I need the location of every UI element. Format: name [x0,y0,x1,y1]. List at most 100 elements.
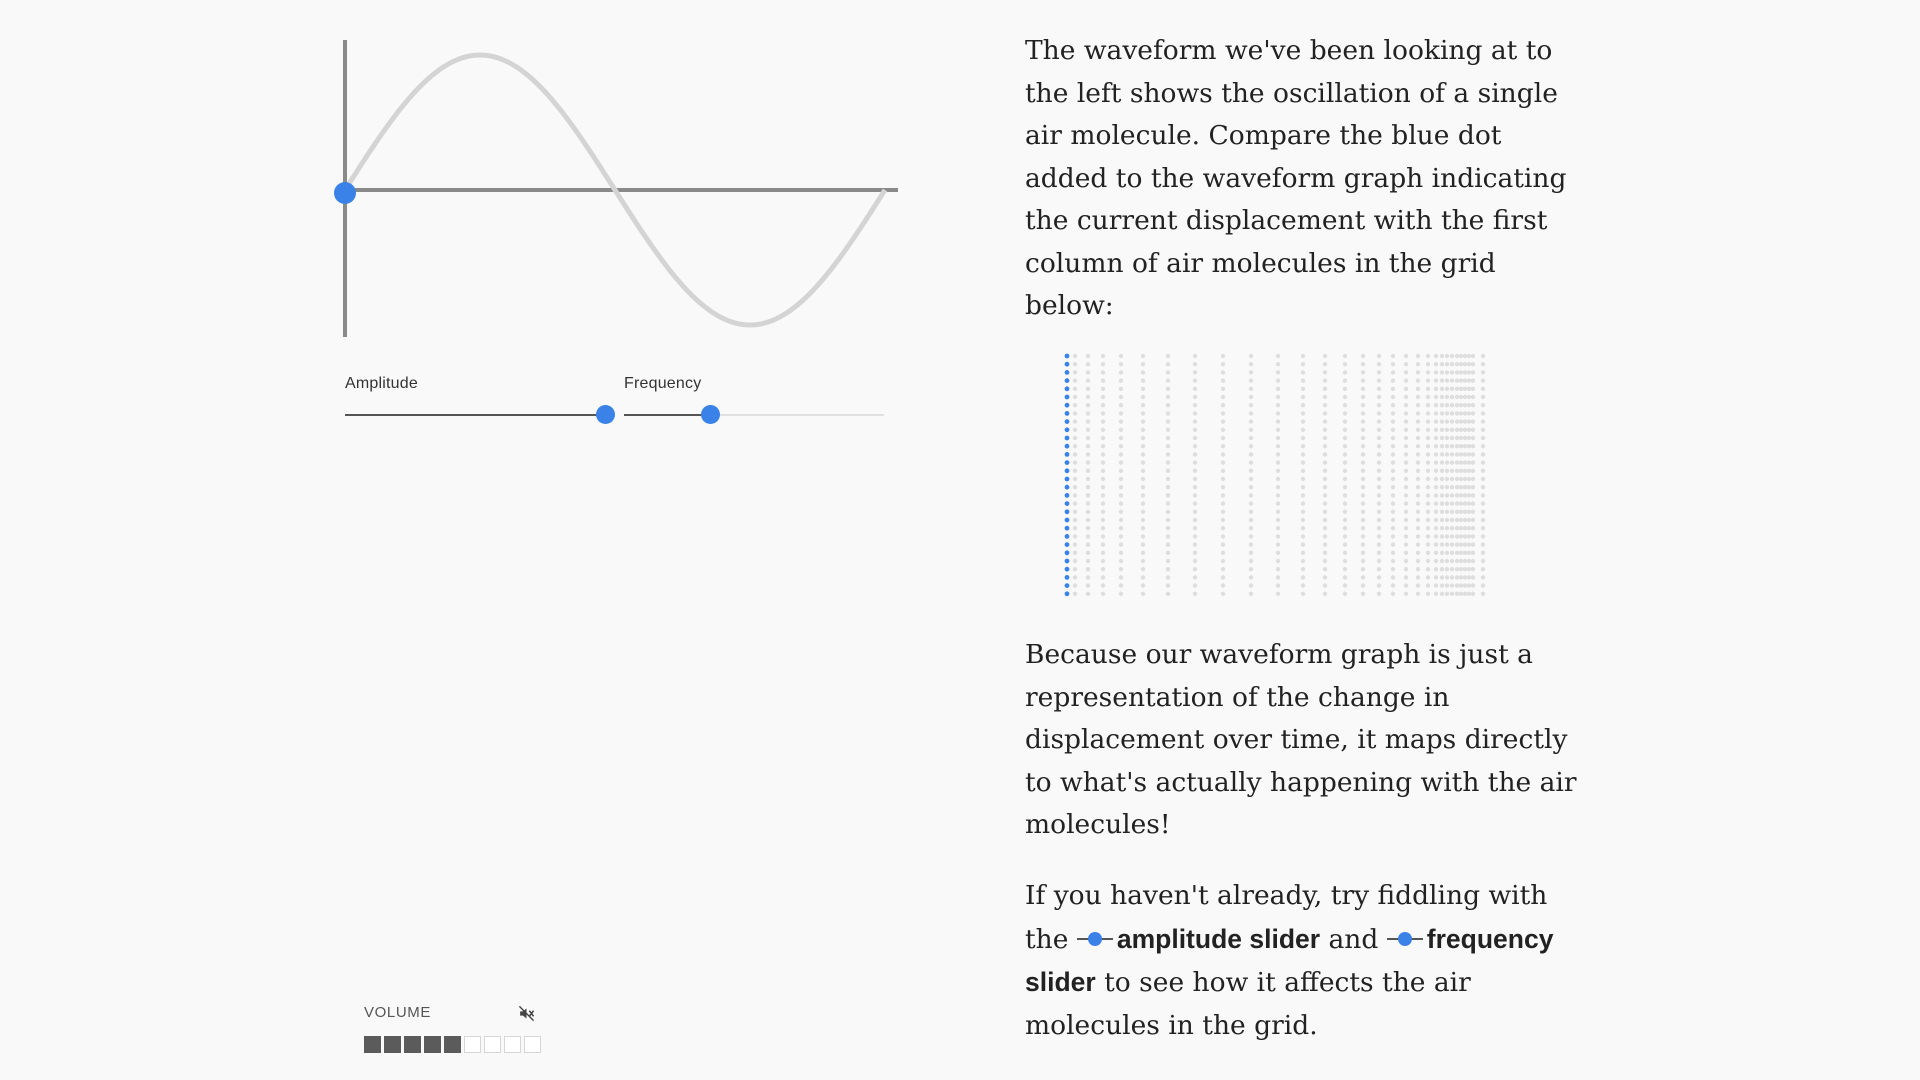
air-molecule [1425,362,1431,367]
air-molecule [1248,583,1254,588]
volume-segment[interactable] [384,1036,401,1053]
air-molecule [1480,493,1486,498]
air-molecule [1458,362,1464,367]
air-molecule [1449,362,1455,367]
air-molecule [1360,558,1366,564]
air-molecule [1449,403,1455,408]
air-molecule [1140,427,1146,432]
air-molecule [1192,435,1198,441]
frequency-label: Frequency [624,375,702,392]
air-molecule [1376,542,1382,547]
air-molecule [1433,542,1439,547]
volume-segment[interactable] [504,1036,521,1053]
air-molecule [1454,526,1460,531]
air-molecule [1425,550,1431,555]
air-molecule [1439,386,1445,391]
air-molecule [1220,452,1226,457]
air-molecule [1360,411,1366,416]
speaker-muted-icon[interactable] [518,1005,535,1022]
air-molecule [1192,493,1198,498]
amplitude-slider-link[interactable]: amplitude slider [1116,923,1321,954]
air-molecule [1433,501,1439,506]
air-molecule [1454,362,1460,367]
air-molecule [1458,526,1464,531]
air-molecule [1480,509,1486,514]
frequency-slider-link[interactable]: frequency slider [1025,923,1554,998]
air-molecule [1462,370,1468,375]
air-molecule [1220,526,1226,531]
air-molecule [1439,526,1445,531]
air-molecule [1458,419,1464,424]
frequency-slider-thumb[interactable] [701,405,720,424]
volume-segment[interactable] [484,1036,501,1053]
air-molecule [1118,550,1124,555]
air-molecule [1072,452,1078,457]
air-molecule [1439,591,1445,596]
air-molecule [1118,542,1124,547]
volume-segment[interactable] [424,1036,441,1053]
air-molecule [1085,542,1091,547]
air-molecule [1248,435,1254,441]
volume-segment[interactable] [524,1036,541,1053]
air-molecule [1466,583,1472,588]
air-molecule [1192,353,1198,359]
air-molecule [1415,526,1421,531]
air-molecule [1444,501,1450,506]
air-molecule [1360,476,1366,482]
air-molecule [1433,485,1439,490]
air-molecule [1466,558,1472,564]
volume-segment[interactable] [444,1036,461,1053]
air-molecule [1248,362,1254,367]
air-molecule [1433,460,1439,465]
air-molecule [1275,370,1281,375]
air-molecule [1454,419,1460,424]
air-molecule [1462,444,1468,449]
air-molecule [1360,435,1366,441]
air-molecule [1165,526,1171,531]
air-molecule [1449,550,1455,555]
air-molecule [1425,452,1431,457]
air-molecule [1085,591,1091,596]
amplitude-slider-thumb[interactable] [596,405,615,424]
air-molecule [1415,567,1421,572]
air-molecule [1165,501,1171,506]
air-molecule [1454,435,1460,441]
air-molecule [1248,394,1254,400]
air-molecule [1470,468,1476,473]
air-molecule [1192,427,1198,432]
frequency-slider[interactable] [624,405,884,424]
air-molecule [1248,542,1254,547]
air-molecule [1322,517,1328,523]
volume-segment[interactable] [364,1036,381,1053]
air-molecule [1360,534,1366,539]
air-molecule [1342,468,1348,473]
air-molecule [1439,493,1445,498]
volume-segment[interactable] [404,1036,421,1053]
air-molecule [1454,468,1460,473]
air-molecule [1342,362,1348,367]
volume-segment[interactable] [464,1036,481,1053]
air-molecule [1300,452,1306,457]
air-molecule [1433,493,1439,498]
air-molecule [1072,509,1078,514]
air-molecule [1415,362,1421,367]
air-molecule [1140,411,1146,416]
air-molecule [1480,419,1486,424]
air-molecule [1376,452,1382,457]
amplitude-slider[interactable] [345,405,615,424]
volume-meter[interactable] [364,1036,544,1053]
air-molecule [1454,427,1460,432]
air-molecule [1360,591,1366,596]
air-molecule [1390,476,1396,482]
air-molecule [1449,534,1455,539]
air-molecule [1454,386,1460,391]
air-molecule [1342,591,1348,596]
air-molecule [1390,386,1396,391]
air-molecule [1165,567,1171,572]
highlighted-molecule [1064,493,1070,498]
air-molecule [1458,534,1464,539]
air-molecule [1165,386,1171,391]
air-molecule [1415,501,1421,506]
air-molecule [1085,501,1091,506]
air-molecule [1220,485,1226,490]
